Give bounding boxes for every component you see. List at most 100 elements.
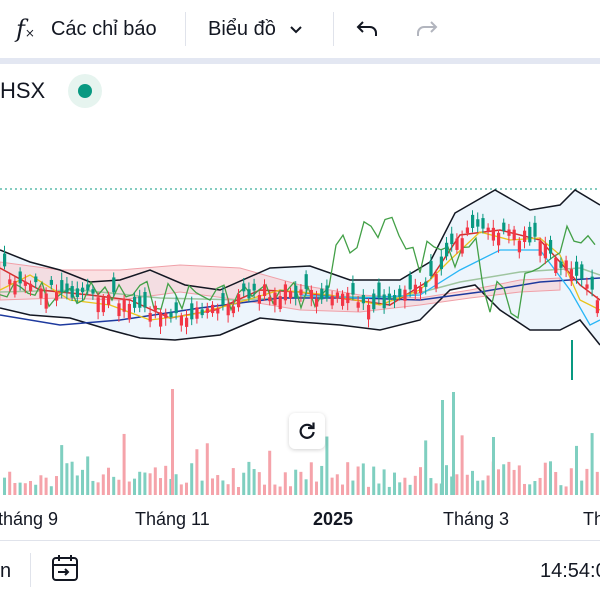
- volume-bar: [517, 465, 521, 495]
- candle: [330, 295, 334, 306]
- candle: [564, 260, 568, 271]
- volume-bar: [304, 479, 308, 495]
- volume-bar: [569, 468, 573, 495]
- function-icon: f×: [16, 15, 35, 43]
- volume-bar: [81, 469, 84, 495]
- time-axis-tick: Tháng 11: [135, 509, 210, 529]
- candle: [517, 240, 521, 253]
- candle: [3, 253, 7, 267]
- candle: [523, 230, 527, 242]
- clock: 14:54:0: [540, 560, 600, 582]
- volume-bar: [549, 461, 552, 495]
- candle: [585, 284, 589, 289]
- volume-bar: [377, 483, 381, 495]
- candle: [367, 304, 371, 320]
- volume-bar: [247, 461, 251, 495]
- candle: [429, 260, 433, 276]
- volume-bar: [481, 480, 485, 495]
- reset-chart-button[interactable]: [289, 413, 325, 449]
- volume-bar: [164, 465, 168, 495]
- candle: [226, 303, 230, 316]
- volume-bar: [356, 466, 360, 495]
- candle: [174, 302, 178, 314]
- candle: [403, 289, 407, 301]
- volume-bar: [585, 468, 589, 495]
- candle: [424, 281, 428, 287]
- volume-bar: [403, 477, 407, 495]
- candle: [476, 219, 480, 227]
- candle: [263, 284, 267, 296]
- candle: [455, 238, 459, 250]
- market-status-indicator[interactable]: [68, 74, 102, 108]
- volume-bar: [101, 474, 105, 495]
- candle: [96, 297, 100, 313]
- volume-bar: [419, 467, 422, 495]
- volume-bar: [408, 484, 412, 495]
- volume-bar: [127, 481, 131, 495]
- volume-bar: [330, 477, 334, 495]
- volume-bar: [216, 475, 220, 495]
- volume-bar: [39, 475, 43, 495]
- candle: [481, 218, 485, 229]
- redo-button[interactable]: [413, 10, 439, 48]
- candle: [320, 288, 324, 300]
- volume-bar: [455, 474, 459, 495]
- volume-bar: [153, 467, 157, 495]
- candle: [55, 292, 59, 301]
- candle: [247, 289, 251, 299]
- volume-bar: [70, 461, 74, 495]
- candle: [377, 282, 381, 298]
- candle: [278, 296, 282, 310]
- time-axis-tick: 2025: [313, 509, 354, 529]
- candle: [179, 315, 183, 326]
- price-chart[interactable]: [0, 60, 600, 500]
- volume-bar: [471, 470, 474, 495]
- candle: [502, 222, 506, 231]
- volume-bar: [195, 449, 199, 495]
- volume-bar: [538, 477, 542, 495]
- volume-bar: [179, 484, 183, 495]
- candle: [81, 287, 85, 293]
- volume-bar: [387, 486, 391, 495]
- volume-bar: [309, 462, 313, 495]
- candle: [237, 294, 241, 308]
- candle: [138, 296, 142, 308]
- candle: [70, 286, 74, 298]
- volume-bar: [528, 484, 532, 495]
- volume-bar: [29, 481, 32, 495]
- volume-bar: [361, 463, 365, 495]
- candle: [465, 227, 469, 233]
- indicators-button[interactable]: f× Các chỉ báo: [16, 10, 157, 48]
- chart-type-button[interactable]: Biểu đồ: [208, 10, 304, 48]
- volume-bar: [107, 467, 110, 495]
- candle: [497, 232, 501, 246]
- candle: [107, 294, 111, 305]
- go-to-date-icon[interactable]: [48, 552, 82, 586]
- candle: [91, 289, 95, 294]
- volume-bar: [211, 478, 214, 495]
- candle: [65, 283, 69, 293]
- bottom-divider: [0, 540, 600, 541]
- candle: [169, 312, 173, 318]
- undo-button[interactable]: [355, 10, 381, 48]
- candle: [49, 279, 53, 285]
- volume-bar: [148, 473, 152, 495]
- volume-bar: [580, 480, 584, 495]
- candle: [211, 304, 215, 314]
- volume-bar: [143, 472, 147, 495]
- candle: [60, 280, 64, 293]
- volume-bar: [434, 483, 438, 495]
- volume-bar: [283, 472, 287, 495]
- volume-bar: [200, 480, 204, 495]
- toolbar-shadow: [0, 58, 600, 64]
- volume-bar: [8, 471, 12, 495]
- volume-bar: [543, 462, 547, 495]
- bottom-range-label[interactable]: n: [0, 560, 12, 582]
- volume-bar: [413, 475, 417, 495]
- candle: [252, 283, 256, 291]
- redo-icon: [417, 21, 438, 36]
- volume-bar: [486, 475, 490, 495]
- time-axis-tick: Th: [583, 509, 600, 529]
- volume-bar: [320, 465, 324, 495]
- volume-bar: [122, 433, 126, 495]
